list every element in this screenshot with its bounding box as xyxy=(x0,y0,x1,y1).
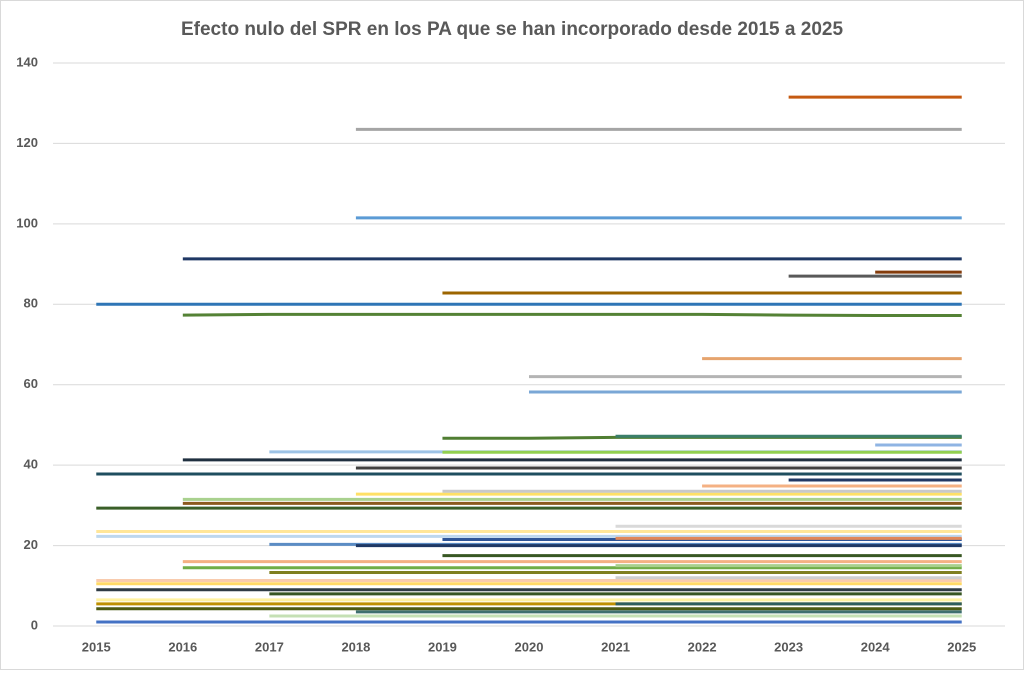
chart-title: Efecto nulo del SPR en los PA que se han… xyxy=(181,19,843,40)
y-tick-label: 60 xyxy=(24,376,38,391)
x-tick-label: 2022 xyxy=(688,639,717,654)
x-tick-label: 2017 xyxy=(255,639,284,654)
x-tick-label: 2021 xyxy=(601,639,630,654)
x-tick-label: 2023 xyxy=(774,639,803,654)
y-tick-label: 40 xyxy=(24,457,38,472)
x-tick-label: 2018 xyxy=(341,639,370,654)
x-tick-label: 2019 xyxy=(428,639,457,654)
y-tick-label: 20 xyxy=(24,537,38,552)
series-line xyxy=(182,312,962,318)
x-tick-label: 2020 xyxy=(515,639,544,654)
y-tick-label: 120 xyxy=(16,135,38,150)
y-tick-label: 0 xyxy=(31,617,38,632)
x-tick-label: 2015 xyxy=(82,639,111,654)
y-tick-label: 140 xyxy=(16,54,38,69)
x-tick-label: 2025 xyxy=(947,639,976,654)
y-tick-label: 100 xyxy=(16,215,38,230)
y-tick-label: 80 xyxy=(24,296,38,311)
x-tick-label: 2024 xyxy=(861,639,891,654)
x-tick-label: 2016 xyxy=(168,639,197,654)
